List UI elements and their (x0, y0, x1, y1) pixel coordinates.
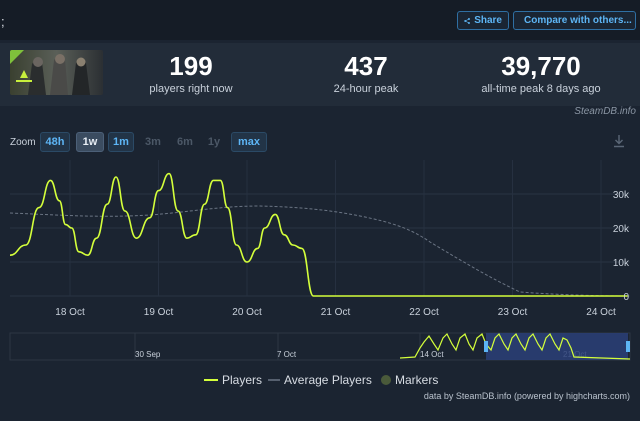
navigator-series (399, 332, 631, 360)
stats-bar: 199 players right now 437 24-hour peak 3… (0, 43, 640, 106)
chart-panel (0, 118, 640, 421)
navigator-label: 7 Oct (277, 350, 297, 359)
legend-markers-label: Markers (395, 373, 439, 387)
x-tick-label: 19 Oct (144, 307, 174, 318)
average-players-line (9, 205, 631, 297)
y-tick-label: 30k (613, 190, 630, 201)
top-bar: ; Share 1 3 Compare with others... (0, 0, 640, 40)
x-tick-label: 18 Oct (55, 307, 85, 318)
legend-average-players[interactable]: Average Players (268, 372, 372, 388)
legend-markers[interactable]: Markers (380, 372, 438, 388)
zoom-label: Zoom (10, 137, 36, 148)
legend-players-label: Players (222, 373, 263, 387)
download-icon[interactable] (612, 134, 626, 148)
zoom-1y-button[interactable]: 1y (207, 136, 221, 148)
navigator-handle-left[interactable] (484, 341, 488, 352)
navigator-label: 14 Oct (420, 350, 444, 359)
stat-label: all-time peak 8 days ago (481, 83, 601, 95)
stat-current-players: 199 players right now (106, 52, 276, 95)
compare-label: Compare with others... (524, 15, 632, 26)
legend-average-label: Average Players (284, 373, 372, 387)
legend-markers-dot (381, 375, 391, 385)
y-tick-label: 0 (623, 292, 629, 303)
navigator-handle-right[interactable] (626, 341, 630, 352)
steamdb-credit[interactable]: SteamDB.info (574, 106, 636, 117)
stat-value: 437 (344, 51, 388, 81)
players-line (9, 172, 628, 297)
zoom-3m-button[interactable]: 3m (145, 136, 161, 148)
stat-label: players right now (149, 83, 233, 95)
share-icon (464, 17, 470, 24)
game-thumbnail-image (10, 50, 103, 95)
zoom-max-button[interactable]: max (231, 132, 267, 152)
zoom-1m-button[interactable]: 1m (108, 132, 134, 152)
x-tick-label: 23 Oct (498, 307, 528, 318)
game-thumbnail[interactable] (10, 50, 103, 95)
zoom-1w-button[interactable]: 1w (76, 132, 104, 152)
x-tick-label: 21 Oct (321, 307, 351, 318)
stat-value: 39,770 (501, 51, 581, 81)
stat-all-time-peak: 39,770 all-time peak 8 days ago (456, 52, 626, 95)
x-tick-label: 24 Oct (586, 307, 616, 318)
legend-average-line (268, 379, 280, 381)
back-glyph: ; (1, 14, 5, 29)
data-credit[interactable]: data by SteamDB.info (powered by highcha… (423, 391, 630, 401)
stat-label: 24-hour peak (333, 83, 399, 95)
y-tick-label: 10k (613, 258, 630, 269)
y-tick-label: 20k (613, 224, 630, 235)
zoom-48h-button[interactable]: 48h (40, 132, 70, 152)
player-count-chart[interactable]: 30k 20k 10k 0 18 Oct 19 Oct 20 Oct 21 Oct 22 Oc… (0, 160, 640, 320)
share-label: Share (474, 15, 502, 26)
navigator-label: 30 Sep (135, 350, 161, 359)
navigator[interactable]: 30 Sep 7 Oct 14 Oct 21 Oct (0, 330, 640, 362)
share-button[interactable]: Share (457, 11, 509, 30)
x-tick-label: 20 Oct (232, 307, 262, 318)
legend-players-line (204, 379, 218, 381)
stat-24h-peak: 437 24-hour peak (281, 52, 451, 95)
x-tick-label: 22 Oct (409, 307, 439, 318)
legend-players[interactable]: Players (204, 372, 262, 388)
zoom-6m-button[interactable]: 6m (177, 136, 193, 148)
stat-value: 199 (169, 51, 213, 81)
compare-button[interactable]: 1 3 Compare with others... (513, 11, 636, 30)
